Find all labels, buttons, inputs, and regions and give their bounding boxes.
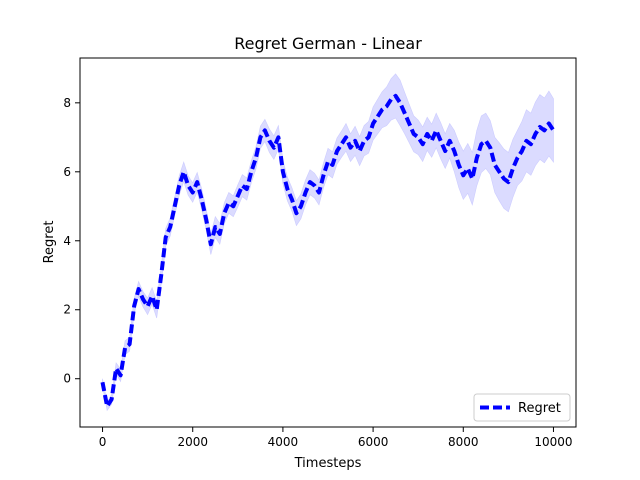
x-tick-label: 4000: [268, 435, 299, 449]
y-axis: 0 2 4 6 8: [63, 96, 80, 386]
x-axis: 0 2000 4000 6000 8000 10000: [99, 427, 573, 449]
series-line-regret: [100, 93, 556, 409]
legend: Regret: [473, 393, 571, 422]
y-tick-label: 6: [63, 165, 71, 179]
plot-area: [100, 73, 556, 412]
x-tick-label: 10000: [534, 435, 572, 449]
x-tick-label: 8000: [448, 435, 479, 449]
legend-box: [473, 393, 571, 422]
y-tick-label: 4: [63, 234, 71, 248]
chart-title: Regret German - Linear: [234, 34, 422, 53]
x-tick-label: 0: [99, 435, 107, 449]
y-tick-label: 8: [63, 96, 71, 110]
x-tick-label: 6000: [358, 435, 389, 449]
plot-frame: [79, 57, 577, 428]
legend-label-regret: Regret: [518, 401, 561, 416]
confidence-band-regret: [102, 73, 554, 412]
y-axis-label: Regret: [42, 221, 57, 264]
y-tick-label: 0: [63, 372, 71, 386]
x-axis-label: Timesteps: [294, 456, 362, 471]
x-tick-label: 2000: [177, 435, 208, 449]
y-tick-label: 2: [63, 303, 71, 317]
